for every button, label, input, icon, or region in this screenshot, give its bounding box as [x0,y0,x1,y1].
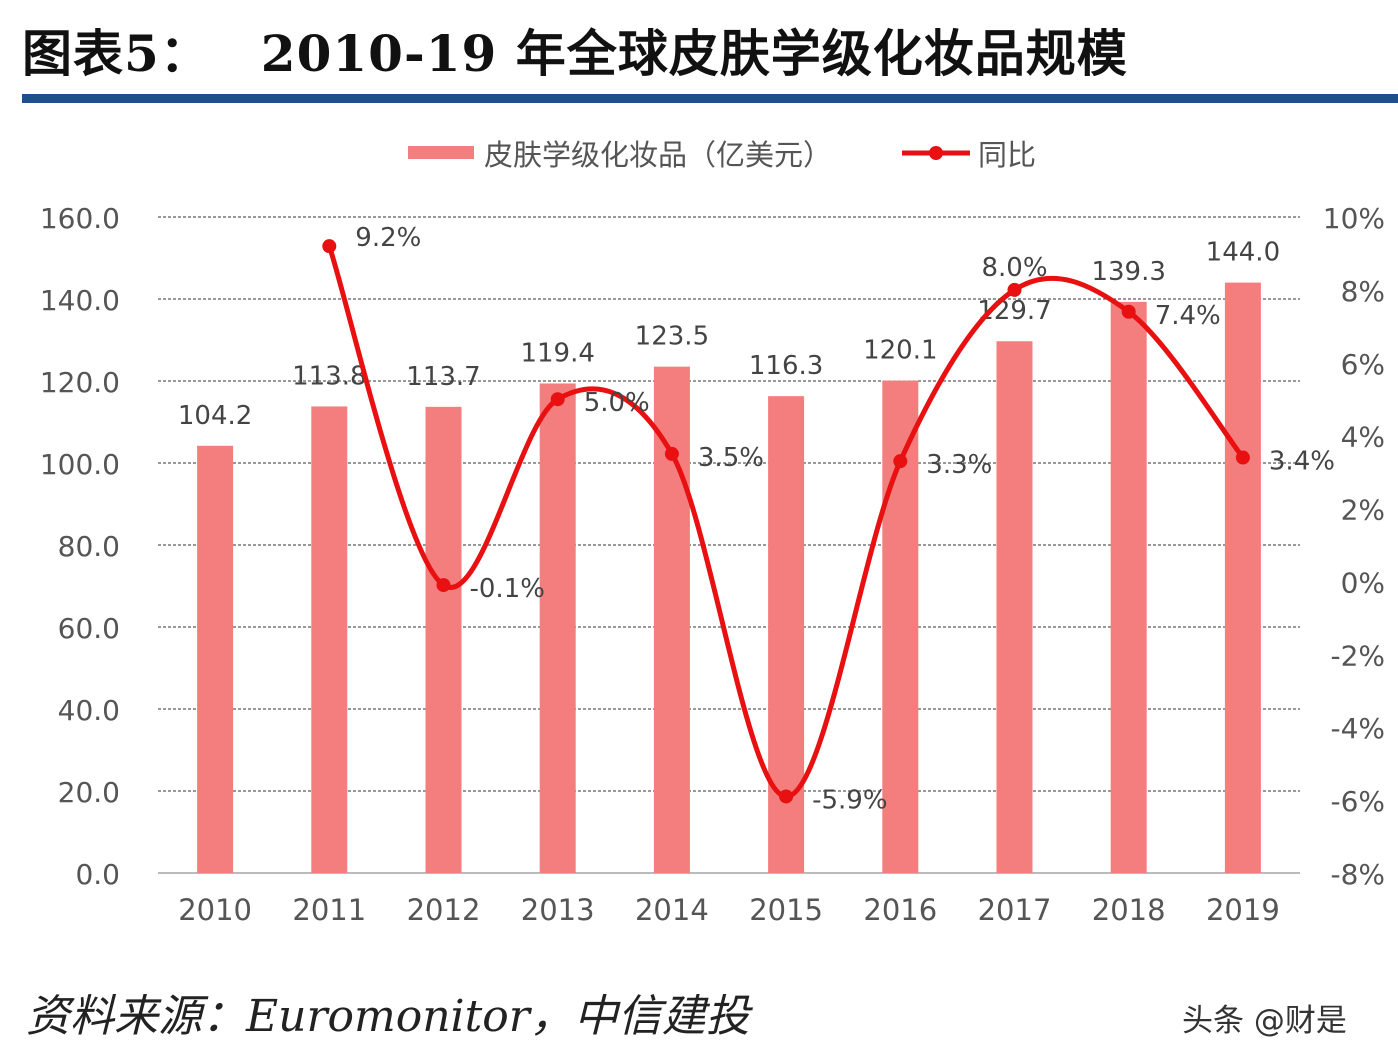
bar-value-label: 144.0 [1206,238,1280,268]
y-tick-label: 60.0 [58,612,120,645]
y2-tick-label: 6% [1341,348,1385,381]
x-tick-label: 2014 [635,893,709,927]
x-tick-label: 2016 [863,893,937,927]
bar [1110,301,1147,873]
y-tick-label: 160.0 [40,202,120,235]
bar [1224,282,1261,874]
bar [539,383,576,873]
growth-line [326,245,1245,799]
bar-value-label: 119.4 [520,338,594,368]
y2-tick-label: 2% [1341,494,1385,527]
growth-value-label: 8.0% [981,253,1047,283]
legend-bar-label: 皮肤学级化妆品（亿美元） [484,138,832,172]
growth-value-label: -5.9% [812,785,887,815]
growth-point [893,454,908,469]
chart-area: 0.0 20.0 40.0 60.0 80.0 100.0 120.0 140.0 160.0 -… [40,138,1385,927]
y-tick-label: 80.0 [58,530,120,563]
bar [996,341,1033,874]
x-tick-label: 2018 [1092,893,1166,927]
bar-value-label: 120.1 [863,336,937,366]
growth-value-label: -0.1% [470,574,545,604]
growth-point [1235,450,1250,465]
chart-title: 图表5： 2010-19 年全球皮肤学级化妆品规模 [22,14,1128,86]
x-tick-label: 2013 [521,893,595,927]
bar-value-label: 116.3 [749,351,823,381]
bar [311,406,348,873]
watermark: 头条 @财是 [1182,1003,1347,1039]
growth-point [436,578,451,593]
growth-point [550,392,565,407]
legend-line-marker [929,146,943,160]
title-main: 2010-19 年全球皮肤学级化妆品规模 [260,24,1128,83]
y2-tick-label: -8% [1330,858,1385,891]
bar-value-label: 104.2 [178,401,252,431]
growth-value-label: 3.4% [1269,447,1335,477]
x-tick-label: 2019 [1206,893,1280,927]
y2-tick-label: 10% [1323,202,1385,235]
x-tick-label: 2012 [407,893,481,927]
y-tick-label: 20.0 [58,776,120,809]
growth-point [1007,282,1022,297]
y-tick-label: 0.0 [75,858,120,891]
growth-point [322,239,337,254]
growth-value-label: 3.3% [926,450,992,480]
bar-value-label: 113.7 [406,362,480,392]
growth-point [1121,304,1136,319]
bar [197,445,234,873]
y-tick-label: 40.0 [58,694,120,727]
bar-value-label: 123.5 [635,322,709,352]
y-tick-label: 120.0 [40,366,120,399]
growth-point [664,446,679,461]
title-underline [22,94,1398,103]
source-note: 资料来源：Euromonitor，中信建投 [26,991,750,1042]
y2-tick-label: -4% [1330,712,1385,745]
y2-tick-label: 8% [1341,275,1385,308]
x-tick-label: 2010 [178,893,252,927]
bar-value-label: 139.3 [1091,257,1165,287]
bar [653,366,690,873]
y-tick-label: 140.0 [40,284,120,317]
y2-tick-label: 0% [1341,566,1385,599]
growth-value-label: 7.4% [1155,301,1221,331]
y2-tick-label: 4% [1341,421,1385,454]
legend-bar-swatch [408,146,474,159]
x-tick-label: 2017 [978,893,1052,927]
growth-value-label: 3.5% [698,443,764,473]
bar [425,406,462,873]
growth-point [779,789,794,804]
legend-line-label: 同比 [978,138,1036,172]
y2-tick-label: -6% [1330,785,1385,818]
title-prefix: 图表5： [22,24,211,83]
x-tick-label: 2011 [292,893,366,927]
bar-value-label: 113.8 [292,361,366,391]
growth-value-label: 9.2% [355,223,421,253]
y-tick-label: 100.0 [40,448,120,481]
x-tick-label: 2015 [749,893,823,927]
y2-tick-label: -2% [1330,639,1385,672]
growth-value-label: 5.0% [584,388,650,418]
